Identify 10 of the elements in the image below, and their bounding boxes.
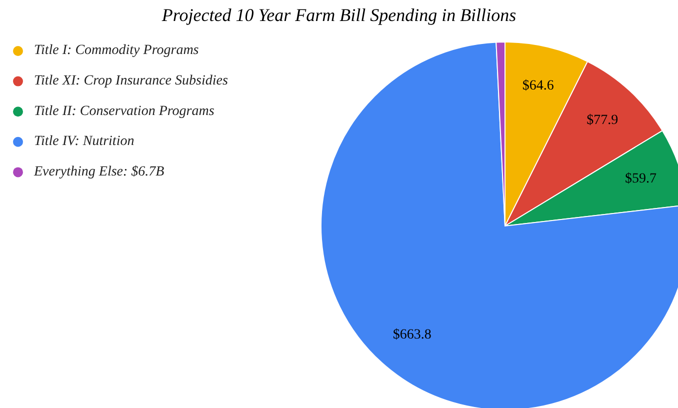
data-label: $77.9 (586, 112, 618, 128)
data-label: $59.7 (625, 172, 657, 187)
legend-label: Title XI: Crop Insurance Subsidies (34, 74, 228, 89)
legend-label: Title IV: Nutrition (34, 134, 134, 150)
data-label: $64.6 (522, 78, 554, 94)
legend-label: Title II: Conservation Programs (34, 104, 215, 119)
data-label: $663.8 (392, 328, 432, 343)
legend-label: Everything Else: $6.7B (33, 164, 165, 180)
legend-label: Title I: Commodity Programs (34, 43, 200, 58)
chart-title: Projected 10 Year Farm Bill Spending in Billions (160, 5, 516, 25)
